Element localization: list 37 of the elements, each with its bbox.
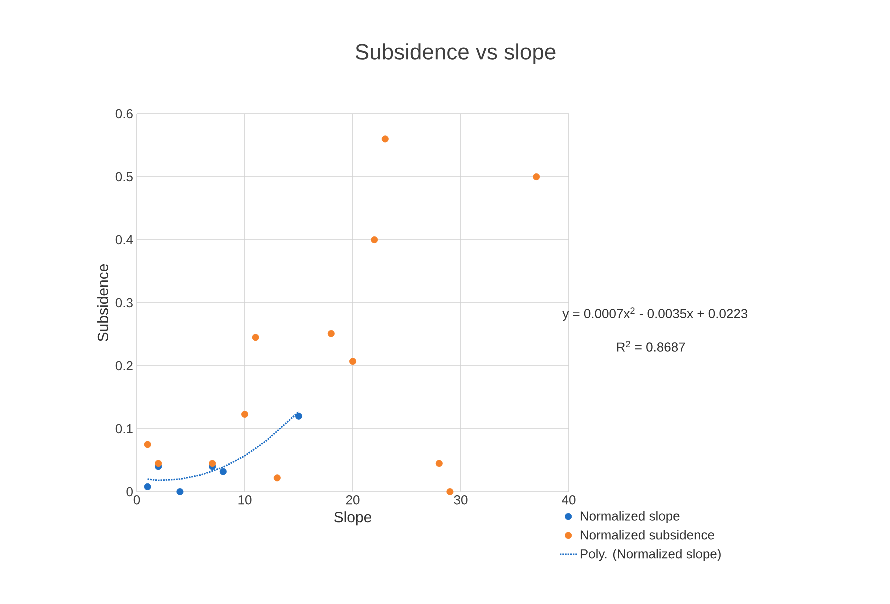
y-tick-label: 0.5 xyxy=(116,172,133,182)
point xyxy=(242,411,249,418)
x-tick-label: 10 xyxy=(238,496,252,505)
y-tick-label: 0 xyxy=(126,487,133,497)
point xyxy=(296,412,303,420)
point xyxy=(155,460,162,468)
point xyxy=(328,330,335,338)
text: R$^{2}$ = 0.8687 xyxy=(617,341,686,352)
point xyxy=(350,358,357,366)
point xyxy=(144,483,152,490)
x-tick-label: 30 xyxy=(454,496,468,505)
point xyxy=(252,334,260,342)
point xyxy=(144,441,152,448)
point xyxy=(533,173,540,180)
point xyxy=(176,488,184,496)
x-axis-title: Slope xyxy=(334,512,372,526)
annotation: y = 0.0007x$^{2}$ - 0.0035x + 0.0223 xyxy=(562,308,748,322)
y-tick-label: 0.3 xyxy=(116,298,133,308)
point xyxy=(436,460,443,468)
y-tick-label: 0.6 xyxy=(116,109,133,119)
y-tick-label: 0.1 xyxy=(116,424,133,434)
point xyxy=(371,236,378,244)
point xyxy=(220,468,227,476)
legend-label: Poly. (Normalized slope) xyxy=(580,549,721,562)
y-tick-label: 0.2 xyxy=(116,361,133,371)
chart-title: Subsidence vs slope xyxy=(356,44,556,64)
y-tick-label: 0.4 xyxy=(116,235,134,245)
point xyxy=(382,136,389,143)
x-tick-label: 0 xyxy=(134,496,140,505)
legend-label: Normalized subsidence xyxy=(580,530,714,540)
y-axis-title: Subsidence xyxy=(98,264,109,342)
point xyxy=(274,474,281,482)
x-tick-label: 20 xyxy=(346,496,360,505)
legend-label: Normalized slope xyxy=(580,511,680,524)
point xyxy=(209,460,216,468)
x-tick-label: 40 xyxy=(562,496,576,505)
point xyxy=(446,488,454,496)
